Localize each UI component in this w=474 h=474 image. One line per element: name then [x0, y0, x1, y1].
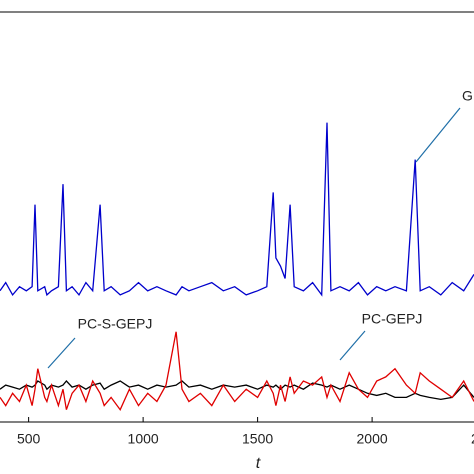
- series-label: PC-GEPJ: [362, 311, 423, 327]
- series-line: [0, 380, 474, 401]
- x-tick-label: 500: [17, 431, 41, 447]
- x-axis-label: t: [256, 455, 261, 472]
- series-label: PC-S-GEPJ: [78, 316, 153, 332]
- series-line: [0, 331, 474, 411]
- callout-line: [415, 107, 461, 163]
- x-tick-label: 1000: [128, 431, 159, 447]
- x-tick-label: 2000: [357, 431, 388, 447]
- series-line: [0, 122, 474, 297]
- x-tick-label: 2500: [471, 431, 474, 447]
- series-label: GEPJ: [462, 88, 474, 104]
- callout-line: [339, 330, 366, 361]
- callout-line: [47, 337, 76, 369]
- x-tick-label: 1500: [242, 431, 273, 447]
